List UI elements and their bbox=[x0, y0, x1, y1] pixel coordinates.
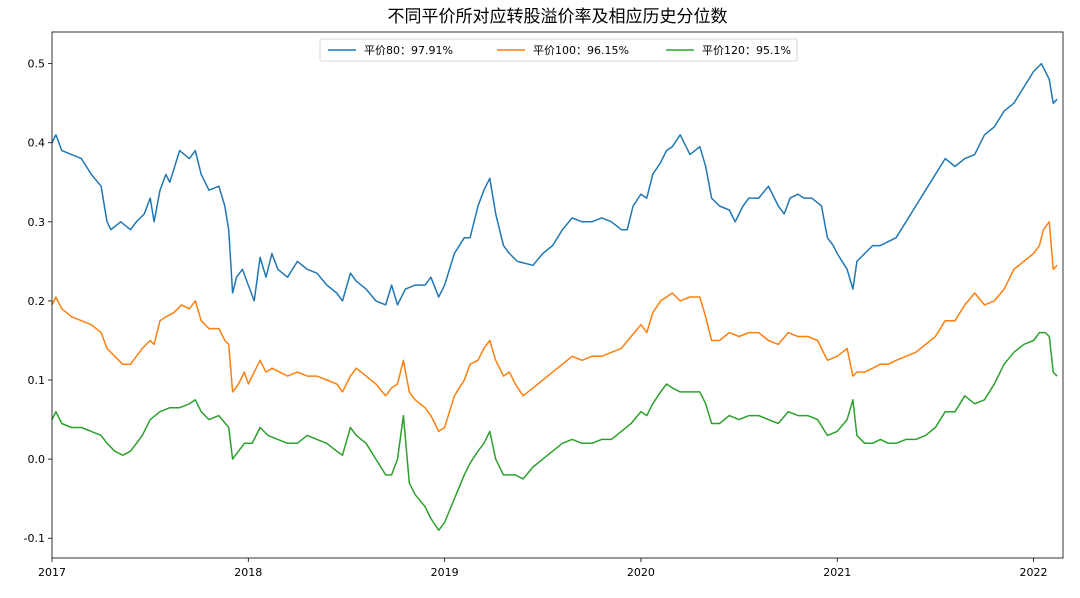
x-tick-label: 2020 bbox=[627, 566, 655, 579]
y-tick-label: -0.1 bbox=[24, 532, 45, 545]
series-line-1 bbox=[51, 62, 1058, 306]
x-tick-label: 2021 bbox=[823, 566, 851, 579]
y-tick-label: 0.3 bbox=[28, 216, 46, 229]
x-tick-label: 2022 bbox=[1020, 566, 1048, 579]
series-line-2 bbox=[51, 221, 1058, 433]
legend-label-1: 平价80：97.91% bbox=[364, 44, 453, 57]
axes-frame bbox=[51, 31, 1064, 559]
chart-title: 不同平价所对应转股溢价率及相应历史分位数 bbox=[388, 7, 728, 27]
y-tick-label: 0.5 bbox=[28, 58, 46, 71]
legend: 平价80：97.91% 平价100：96.15% 平价120：95.1% bbox=[319, 38, 798, 62]
axes: -0.1 0.0 0.1 0.2 0.3 0.4 0.5 2017 2018 2019 2020 20… bbox=[24, 31, 1064, 579]
legend-label-2: 平价100：96.15% bbox=[533, 44, 629, 57]
legend-box bbox=[319, 38, 798, 62]
y-tick-label: 0.1 bbox=[28, 374, 46, 387]
x-tick-label: 2019 bbox=[431, 566, 459, 579]
plot-area bbox=[51, 62, 1058, 532]
y-tick-label: 0.2 bbox=[28, 295, 46, 308]
series-line-3 bbox=[51, 331, 1058, 532]
y-tick-label: 0.0 bbox=[28, 453, 46, 466]
x-tick-label: 2018 bbox=[234, 566, 262, 579]
y-tick-label: 0.4 bbox=[28, 137, 46, 150]
legend-label-3: 平价120：95.1% bbox=[702, 44, 791, 57]
x-tick-label: 2017 bbox=[38, 566, 66, 579]
